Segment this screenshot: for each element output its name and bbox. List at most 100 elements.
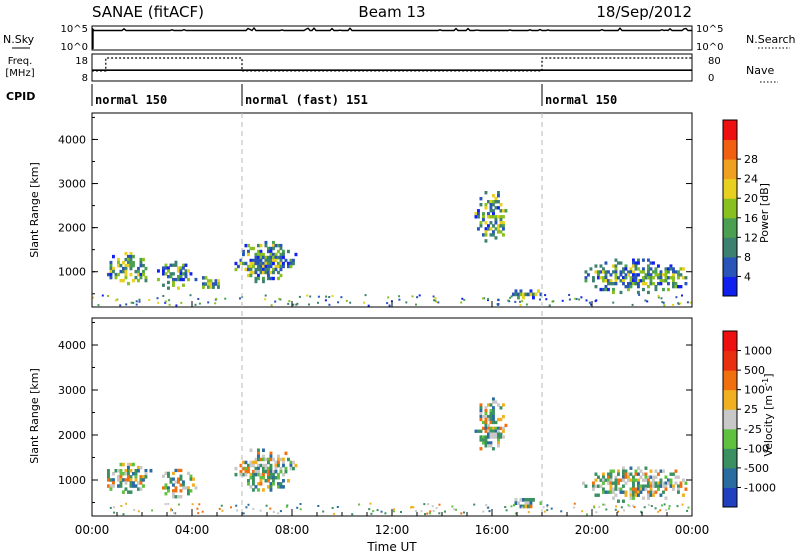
echo-cell-2 xyxy=(217,282,220,286)
echo-cell-5 xyxy=(642,487,645,491)
echo-cell-3 xyxy=(484,415,488,419)
echo-speck xyxy=(612,301,615,304)
echo-cell-5 xyxy=(659,484,663,488)
echo-cell-3 xyxy=(257,264,260,269)
echo-cell-4 xyxy=(494,218,498,222)
echo-cell-3 xyxy=(272,276,275,281)
freq-frame xyxy=(91,53,693,82)
echo-cell-0 xyxy=(112,484,115,488)
echo-cell-3 xyxy=(489,435,493,439)
echo-cell-5 xyxy=(617,481,620,485)
echo-cell-3 xyxy=(262,267,265,272)
echo-cell-6 xyxy=(609,282,613,286)
echo-cell-2 xyxy=(234,466,238,471)
echo-cell-0 xyxy=(139,481,143,485)
echo-cell-5 xyxy=(642,496,645,500)
echo-speck xyxy=(594,300,597,303)
echo-cell-1 xyxy=(172,495,175,499)
echo-speck xyxy=(668,505,671,507)
echo-cell-2 xyxy=(274,469,278,474)
echo-speck xyxy=(482,297,485,300)
echo-cell-6 xyxy=(644,273,648,277)
echo-speck xyxy=(236,509,238,512)
echo-speck xyxy=(247,503,250,506)
echo-cell-6 xyxy=(637,267,640,271)
echo-cell-1 xyxy=(172,277,175,282)
echo-cell-5 xyxy=(649,469,653,473)
echo-speck xyxy=(550,507,553,510)
echo-cell-6 xyxy=(632,264,635,268)
echo-cell-0 xyxy=(117,260,120,265)
echo-cell-2 xyxy=(262,469,265,474)
colorbar-tick-label-2: 12 xyxy=(744,231,758,244)
echo-cell-3 xyxy=(279,273,283,278)
echo-speck xyxy=(603,503,606,506)
echo-cell-0 xyxy=(114,275,118,280)
echo-cell-3 xyxy=(492,397,495,401)
echo-cell-5 xyxy=(637,487,640,491)
echo-speck xyxy=(438,512,441,515)
echo-cell-0 xyxy=(119,484,123,488)
echo-speck xyxy=(602,503,605,506)
echo-cell-4 xyxy=(527,504,530,509)
y-tick-label-1: 2000 xyxy=(58,222,86,235)
echo-cell-4 xyxy=(492,230,495,234)
echo-cell-5 xyxy=(679,481,683,485)
echo-speck xyxy=(654,507,657,510)
echo-cell-5 xyxy=(639,475,643,479)
echo-cell-4 xyxy=(477,212,480,216)
echo-cell-5 xyxy=(622,484,625,488)
echo-cell-5 xyxy=(642,484,645,488)
echo-cell-0 xyxy=(132,254,135,259)
echo-speck xyxy=(277,512,280,515)
echo-speck xyxy=(574,297,577,300)
echo-cell-1 xyxy=(189,489,193,493)
echo-cell-6 xyxy=(672,285,675,289)
echo-cell-1 xyxy=(162,272,165,276)
echo-cell-3 xyxy=(262,264,265,269)
echo-cell-2 xyxy=(269,466,273,471)
echo-cell-1 xyxy=(177,480,180,484)
echo-cell-1 xyxy=(167,269,170,273)
echo-speck xyxy=(331,507,334,509)
echo-cell-2 xyxy=(249,448,253,452)
echo-cell-6 xyxy=(664,267,668,271)
echo-cell-5 xyxy=(642,472,645,476)
echo-cell-6 xyxy=(647,258,650,262)
echo-cell-3 xyxy=(489,417,493,422)
echo-cell-3 xyxy=(487,435,490,439)
echo-cell-2 xyxy=(282,457,285,462)
echo-speck xyxy=(370,512,373,515)
velocity-colorbar-label: Velocity [m s-1] xyxy=(761,373,775,456)
echo-cell-1 xyxy=(189,477,193,481)
echo-cell-0 xyxy=(112,478,115,482)
echo-cell-3 xyxy=(494,426,498,430)
echo-cell-2 xyxy=(277,463,280,468)
echo-cell-2 xyxy=(209,282,213,286)
velocity-echoes xyxy=(107,397,690,516)
echo-cell-2 xyxy=(272,469,275,474)
echo-cell-0 xyxy=(137,269,140,274)
echo-cell-6 xyxy=(614,276,618,280)
cpid-segments: normal 150 normal (fast) 151 normal 150 xyxy=(91,84,617,107)
echo-speck xyxy=(101,294,104,297)
echo-cell-0 xyxy=(119,263,123,268)
echo-cell-3 xyxy=(262,255,265,260)
echo-speck xyxy=(598,505,601,508)
echo-cell-3 xyxy=(264,258,268,263)
echo-cell-3 xyxy=(254,261,258,266)
echo-cell-6 xyxy=(642,282,645,286)
echo-cell-6 xyxy=(634,273,638,277)
echo-cell-4 xyxy=(497,191,500,195)
echo-speck xyxy=(588,301,591,304)
echo-speck xyxy=(120,505,123,507)
echo-cell-5 xyxy=(597,493,600,497)
echo-speck xyxy=(175,304,178,307)
echo-cell-1 xyxy=(179,483,183,487)
echo-cell-0 xyxy=(132,481,135,485)
echo-cell-5 xyxy=(647,496,650,500)
echo-cell-0 xyxy=(109,478,113,482)
echo-cell-6 xyxy=(674,285,678,289)
echo-cell-4 xyxy=(489,209,493,213)
echo-cell-3 xyxy=(489,420,493,425)
